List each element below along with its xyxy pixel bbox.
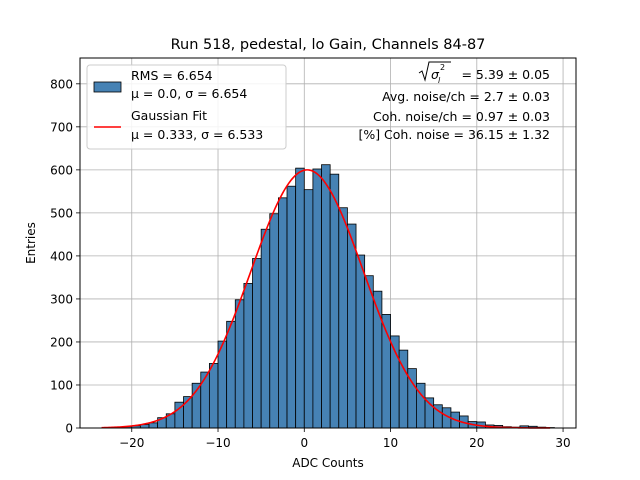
histogram-bar xyxy=(252,258,262,429)
histogram-bar xyxy=(312,168,322,429)
x-tick-label: 30 xyxy=(555,436,570,450)
x-tick-label: 20 xyxy=(469,436,484,450)
legend-rms-label: RMS = 6.654 xyxy=(131,68,213,83)
histogram-bars xyxy=(105,164,555,429)
histogram-bar xyxy=(286,185,297,429)
y-tick-label: 200 xyxy=(50,335,73,349)
x-axis-label: ADC Counts xyxy=(292,456,364,470)
annotation-coh-noise: Coh. noise/ch = 0.97 ± 0.03 xyxy=(373,109,550,124)
histogram-bar xyxy=(347,223,357,429)
histogram-bar xyxy=(295,167,305,429)
histogram-bar xyxy=(321,164,331,429)
y-tick-label: 0 xyxy=(65,422,73,436)
legend: RMS = 6.654 μ = 0.0, σ = 6.654 Gaussian … xyxy=(86,64,287,150)
histogram-bar xyxy=(303,189,314,429)
histogram-bar xyxy=(364,275,374,429)
legend-rms-params: μ = 0.0, σ = 6.654 xyxy=(131,86,247,101)
histogram-bar xyxy=(226,320,236,429)
histogram-bar xyxy=(243,283,253,429)
histogram-bar xyxy=(234,299,245,429)
y-axis-label: Entries xyxy=(24,222,38,264)
x-tick-label: 0 xyxy=(300,436,308,450)
svg-text:l: l xyxy=(438,76,441,85)
x-tick-label: −20 xyxy=(119,436,144,450)
svg-text:σ: σ xyxy=(431,67,440,82)
legend-fit-params: μ = 0.333, σ = 6.533 xyxy=(131,127,263,142)
y-tick-label: 100 xyxy=(50,378,73,392)
histogram-bar xyxy=(208,363,219,429)
y-tick-label: 600 xyxy=(50,163,73,177)
histogram-bar xyxy=(355,254,366,429)
annotation-coh-noise-percent: [%] Coh. noise = 36.15 ± 1.32 xyxy=(358,127,550,142)
annotation-box: σ l 2 = 5.39 ± 0.05 Avg. noise/ch = 2.7 … xyxy=(358,61,550,142)
x-axis-ticks: −20 −10 0 10 20 30 xyxy=(119,428,571,450)
histogram-bar xyxy=(148,422,159,429)
annotation-avg-noise: Avg. noise/ch = 2.7 ± 0.03 xyxy=(382,89,550,104)
y-axis-ticks: 0 100 200 300 400 500 600 700 800 xyxy=(50,77,80,436)
legend-fit-label: Gaussian Fit xyxy=(131,108,207,123)
y-tick-label: 700 xyxy=(50,120,73,134)
histogram-bar xyxy=(260,228,271,429)
sqrt-sigma-symbol: σ l 2 xyxy=(418,61,451,85)
x-tick-label: −10 xyxy=(205,436,230,450)
histogram-bar xyxy=(269,213,279,429)
histogram-bar xyxy=(217,340,228,429)
svg-text:2: 2 xyxy=(440,63,445,72)
chart-title: Run 518, pedestal, lo Gain, Channels 84-… xyxy=(171,37,486,53)
histogram-bar xyxy=(277,197,288,429)
annotation-sqrt-sigma: = 5.39 ± 0.05 xyxy=(461,67,550,82)
legend-histogram-patch xyxy=(93,81,122,93)
gaussian-fit-curve xyxy=(101,169,551,429)
histogram-bar xyxy=(329,173,340,429)
y-tick-label: 800 xyxy=(50,77,73,91)
plot-frame xyxy=(79,57,577,429)
y-tick-label: 300 xyxy=(50,292,73,306)
y-tick-label: 400 xyxy=(50,249,73,263)
x-tick-label: 10 xyxy=(383,436,398,450)
legend-box xyxy=(86,64,287,150)
histogram-bar xyxy=(338,207,348,429)
y-tick-label: 500 xyxy=(50,206,73,220)
histogram-bar xyxy=(200,371,210,429)
